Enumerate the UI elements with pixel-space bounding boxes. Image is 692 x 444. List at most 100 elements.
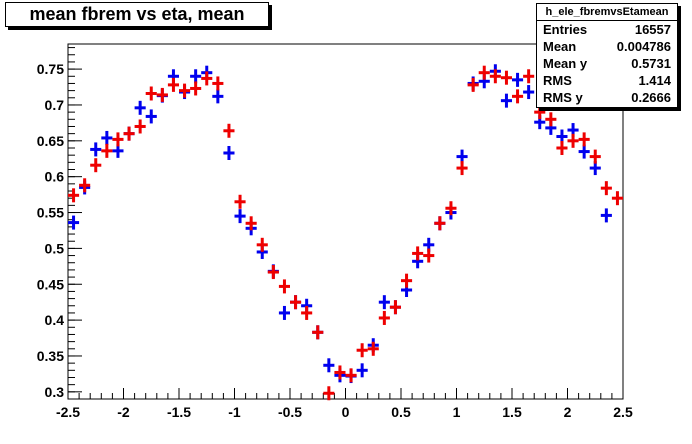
data-point — [245, 216, 257, 231]
data-point — [478, 65, 490, 80]
stats-label: Mean y — [543, 56, 588, 71]
data-point — [567, 133, 579, 148]
data-point — [556, 140, 568, 155]
data-point — [190, 81, 202, 96]
data-point — [179, 83, 191, 98]
x-tick-label: -1.5 — [167, 404, 191, 420]
data-point — [68, 215, 80, 230]
data-point — [600, 181, 612, 196]
stats-row-mean-y: Mean y 0.5731 — [537, 55, 677, 72]
data-point — [212, 89, 224, 104]
data-point — [145, 109, 157, 124]
stats-value: 0.004786 — [616, 39, 671, 54]
data-point — [523, 69, 535, 84]
data-point — [356, 363, 368, 378]
data-point — [90, 142, 102, 157]
data-point — [345, 368, 357, 383]
data-point — [456, 161, 468, 176]
data-point — [278, 305, 290, 320]
data-point — [500, 70, 512, 85]
stats-label: RMS y — [543, 90, 583, 105]
data-point — [423, 248, 435, 263]
data-point — [434, 216, 446, 231]
data-point — [589, 149, 601, 164]
series-1 — [68, 65, 623, 401]
stats-value: 0.5731 — [631, 56, 671, 71]
stats-value: 0.2666 — [631, 90, 671, 105]
stats-row-entries: Entries 16557 — [537, 21, 677, 38]
stats-label: Mean — [543, 39, 577, 54]
y-tick-label: 0.75 — [37, 61, 64, 77]
data-point — [545, 112, 557, 127]
y-tick-label: 0.5 — [45, 240, 65, 256]
x-tick-label: -0.5 — [278, 404, 302, 420]
data-point — [611, 191, 623, 206]
data-point — [312, 325, 324, 340]
y-tick-label: 0.45 — [37, 276, 64, 292]
data-point — [134, 100, 146, 115]
stats-row-rms: RMS 1.414 — [537, 72, 677, 89]
y-tick-label: 0.65 — [37, 133, 64, 149]
x-tick-label: -1 — [228, 404, 241, 420]
data-series — [68, 64, 623, 401]
data-point — [445, 201, 457, 216]
data-point — [112, 132, 124, 147]
stats-label: Entries — [543, 22, 588, 37]
data-point — [512, 89, 524, 104]
data-point — [290, 295, 302, 310]
data-point — [323, 358, 335, 373]
stats-box: h_ele_fbremvsEtamean Entries 16557 Mean … — [536, 3, 678, 108]
x-tick-label: -2 — [117, 404, 130, 420]
data-point — [500, 93, 512, 108]
data-point — [578, 144, 590, 159]
data-point — [278, 279, 290, 294]
data-point — [134, 119, 146, 134]
data-point — [489, 69, 501, 84]
data-point — [600, 208, 612, 223]
x-tick-label: 0 — [342, 404, 350, 420]
stats-row-rms-y: RMS y 0.2666 — [537, 89, 677, 106]
plot-frame — [67, 43, 624, 400]
data-point — [223, 123, 235, 138]
data-point — [523, 85, 535, 100]
data-point — [190, 69, 202, 84]
y-tick-label: 0.35 — [37, 348, 64, 364]
data-point — [234, 194, 246, 209]
chart-title: mean fbrem vs eta, mean — [5, 2, 269, 27]
y-tick-label: 0.55 — [37, 205, 64, 221]
data-point — [389, 300, 401, 315]
data-point — [334, 365, 346, 380]
stats-row-mean: Mean 0.004786 — [537, 38, 677, 55]
data-point — [234, 209, 246, 224]
x-tick-label: 0.5 — [391, 404, 411, 420]
stats-value: 1.414 — [638, 73, 671, 88]
x-tick-label: -2.5 — [56, 404, 80, 420]
data-point — [212, 76, 224, 91]
data-point — [578, 132, 590, 147]
y-tick-label: 0.6 — [45, 169, 65, 185]
data-point — [90, 158, 102, 173]
data-point — [223, 146, 235, 161]
data-point — [201, 71, 213, 86]
y-tick-label: 0.4 — [45, 312, 65, 328]
x-tick-label: 2 — [564, 404, 572, 420]
stats-value: 16557 — [634, 22, 671, 37]
stats-label: RMS — [543, 73, 572, 88]
x-tick-label: 2.5 — [613, 404, 633, 420]
data-point — [367, 341, 379, 356]
data-point — [378, 295, 390, 310]
data-point — [167, 77, 179, 92]
stats-histogram-name: h_ele_fbremvsEtamean — [537, 4, 677, 21]
data-point — [512, 72, 524, 87]
data-point — [356, 343, 368, 358]
data-point — [412, 246, 424, 261]
data-point — [79, 178, 91, 193]
data-point — [101, 130, 113, 145]
data-point — [401, 273, 413, 288]
data-point — [68, 188, 80, 203]
data-point — [301, 305, 313, 320]
data-point — [101, 143, 113, 158]
data-point — [145, 86, 157, 101]
axes: -2.5 -2 -1.5 -1 -0.5 0 0.5 1 1.5 2 2.5 0.3 0.35 0.4 0.… — [37, 47, 633, 420]
